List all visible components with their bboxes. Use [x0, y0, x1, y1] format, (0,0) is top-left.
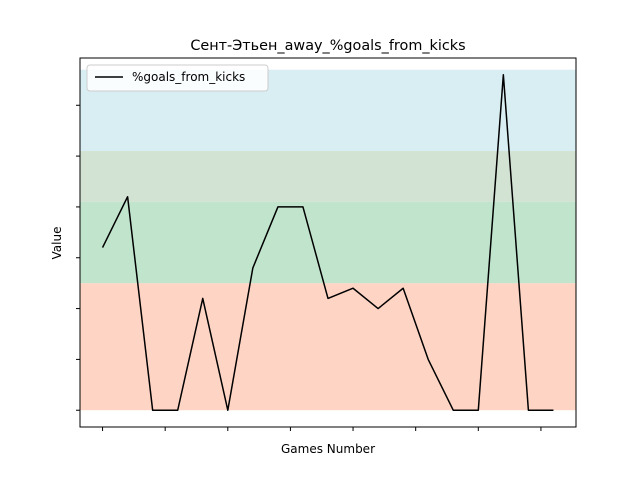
data-point [352, 287, 355, 290]
data-point [427, 358, 430, 361]
data-point [402, 287, 405, 290]
x-axis-ticks [102, 427, 542, 431]
x-axis-label: Games Number [281, 442, 375, 456]
data-point [101, 246, 104, 249]
data-point [226, 409, 229, 412]
plot-area-frame [79, 57, 577, 428]
legend-box [86, 64, 269, 92]
data-point [452, 409, 455, 412]
legend: %goals_from_kicks [86, 64, 269, 92]
data-point [151, 409, 154, 412]
background-bands [80, 69, 576, 411]
data-point [251, 266, 254, 269]
data-point [477, 409, 480, 412]
data-point [552, 409, 555, 412]
chart-title: Сент-Этьен_away_%goals_from_kicks [190, 38, 465, 54]
data-point [276, 205, 279, 208]
data-point [126, 195, 129, 198]
data-point [201, 297, 204, 300]
data-point [377, 307, 380, 310]
data-point [176, 409, 179, 412]
legend-label: %goals_from_kicks [132, 70, 245, 84]
series-line-0 [101, 74, 554, 411]
data-point [527, 409, 530, 412]
y-axis-label: Value [50, 227, 64, 260]
data-point [502, 73, 505, 76]
y-axis-ticks [76, 104, 80, 411]
background-band-1 [80, 201, 576, 284]
series-layer [101, 73, 555, 412]
data-point [301, 205, 304, 208]
background-band-0 [80, 283, 576, 411]
background-band-2 [80, 151, 576, 202]
data-point [327, 297, 330, 300]
